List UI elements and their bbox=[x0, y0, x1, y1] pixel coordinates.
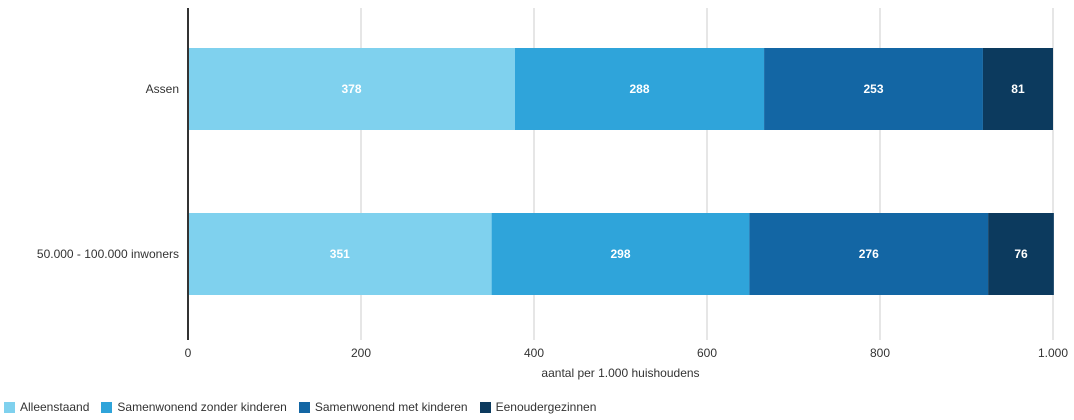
legend-label: Eenoudergezinnen bbox=[495, 400, 597, 414]
bar-segment bbox=[749, 213, 989, 295]
x-tick-label: 600 bbox=[697, 346, 717, 360]
bar-segment bbox=[514, 48, 765, 130]
data-label: 378 bbox=[341, 82, 361, 96]
legend-label: Samenwonend met kinderen bbox=[314, 400, 468, 414]
data-label: 276 bbox=[859, 247, 879, 261]
bar-segment bbox=[491, 213, 750, 295]
data-label: 288 bbox=[630, 82, 650, 96]
data-label: 253 bbox=[863, 82, 883, 96]
chart-legend: Alleenstaand Samenwonend zonder kinderen S… bbox=[4, 400, 608, 414]
legend-item: Samenwonend zonder kinderen bbox=[101, 400, 287, 414]
bar-segment bbox=[764, 48, 983, 130]
x-tick-label: 400 bbox=[524, 346, 544, 360]
legend-label: Alleenstaand bbox=[20, 400, 90, 414]
x-tick-label: 200 bbox=[351, 346, 371, 360]
x-tick-label: 1.000 bbox=[1038, 346, 1068, 360]
data-label: 76 bbox=[1014, 247, 1028, 261]
stacked-bar-chart: 378 288 253 81 Assen 351 298 276 76 50.000 - 100.… bbox=[37, 8, 1068, 380]
legend-swatch bbox=[479, 401, 491, 413]
x-tick-label: 800 bbox=[870, 346, 890, 360]
x-tick-label: 0 bbox=[185, 346, 192, 360]
legend-swatch bbox=[4, 401, 15, 413]
bar-segment bbox=[188, 48, 515, 130]
data-label: 298 bbox=[610, 247, 630, 261]
x-axis-title: aantal per 1.000 huishoudens bbox=[541, 366, 699, 380]
legend-swatch bbox=[101, 401, 113, 413]
category-label: Assen bbox=[146, 82, 179, 96]
bar-segment bbox=[982, 48, 1053, 130]
bar-segment bbox=[188, 213, 492, 295]
legend-item: Samenwonend met kinderen bbox=[298, 400, 468, 414]
bar-segment bbox=[988, 213, 1054, 295]
data-label: 81 bbox=[1011, 82, 1025, 96]
category-label: 50.000 - 100.000 inwoners bbox=[37, 247, 179, 261]
data-label: 351 bbox=[330, 247, 350, 261]
legend-swatch bbox=[298, 401, 310, 413]
legend-label: Samenwonend zonder kinderen bbox=[117, 400, 287, 414]
legend-item: Alleenstaand bbox=[4, 400, 89, 414]
legend-item: Eenoudergezinnen bbox=[479, 400, 597, 414]
